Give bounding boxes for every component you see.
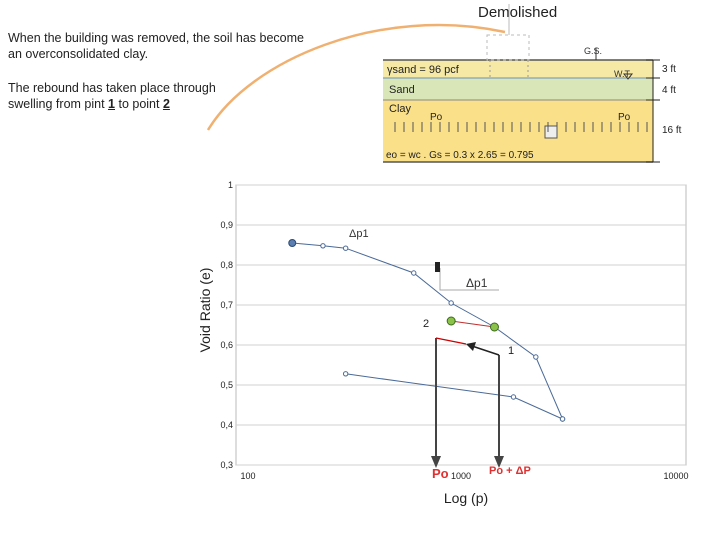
point-2-marker <box>446 316 456 326</box>
data-point <box>559 416 566 422</box>
po-left-label: Po <box>430 112 443 123</box>
note-line-3: The rebound has taken place through <box>8 81 216 95</box>
point-1-marker <box>489 322 499 332</box>
dim-3ft: 3 ft <box>662 64 676 75</box>
dim-16ft: 16 ft <box>662 125 682 136</box>
gs-label: G.S. <box>584 46 602 56</box>
x-tick-1000: 1000 <box>451 471 471 481</box>
data-point <box>342 371 349 377</box>
po-axis-label: Po <box>432 466 449 481</box>
x-axis-label: Log (p) <box>444 490 488 506</box>
start-point-marker <box>288 239 297 247</box>
gamma-sand-label: γsand = 96 pcf <box>387 64 460 76</box>
sand-upper-layer <box>383 60 653 78</box>
y-tick-label: 0,9 <box>220 220 233 230</box>
dp-upper-label: Δp1 <box>349 228 369 240</box>
po-plus-dp-label: Po + ΔP <box>489 465 531 477</box>
data-point <box>533 354 539 360</box>
x-tick-10000: 10000 <box>663 471 688 481</box>
data-point <box>342 245 349 251</box>
note-line-4-mid: to point <box>115 97 163 111</box>
data-point <box>510 394 517 400</box>
y-tick-label: 0,6 <box>220 340 233 350</box>
sand-lower-layer <box>383 78 653 100</box>
chart: 1 0,9 0,8 0,7 0,6 0,5 0,4 0,3 Void Ratio (e) 10… <box>197 180 689 506</box>
swelling-segment <box>435 337 467 345</box>
y-tick-label: 0,7 <box>220 300 233 310</box>
eo-formula: eo = wc . Gs = 0.3 x 2.65 = 0.795 <box>386 150 534 161</box>
data-series <box>288 239 566 422</box>
note-line-4: swelling from pint 1 to point 2 <box>8 96 216 112</box>
note-overconsolidated: When the building was removed, the soil … <box>8 30 304 62</box>
rebound-arrow-line <box>471 345 500 356</box>
soil-profile: G.S. W.T. γsand = 96 pcf Sand Clay Po Po… <box>383 4 682 163</box>
point-1-label: 1 <box>508 345 514 357</box>
yield-marker <box>435 262 440 272</box>
data-point <box>320 243 326 249</box>
y-tick-label: 1 <box>228 180 233 190</box>
water-table-triangle-icon <box>622 73 634 80</box>
wt-label: W.T. <box>614 69 632 79</box>
clay-label: Clay <box>389 103 412 115</box>
note-line-1: When the building was removed, the soil … <box>8 31 304 45</box>
clay-layer <box>383 100 653 162</box>
y-axis-label: Void Ratio (e) <box>197 268 213 353</box>
data-point <box>448 300 454 306</box>
note-point-a: 1 <box>108 97 115 111</box>
series-line <box>345 373 563 420</box>
rebound-arrow-icon <box>466 342 476 351</box>
po-plus-arrow-icon <box>494 456 504 468</box>
demolished-building-icon <box>486 34 530 61</box>
note-line-4-pre: swelling from pint <box>8 97 109 111</box>
sample-element-icon <box>544 125 558 139</box>
x-tick-100: 100 <box>240 471 255 481</box>
sand-label: Sand <box>389 84 415 96</box>
note-point-b: 2 <box>162 97 170 111</box>
y-tick-label: 0,8 <box>220 260 233 270</box>
clay-hatching <box>394 122 648 132</box>
chart-frame <box>235 184 687 466</box>
y-tick-labels: 1 0,9 0,8 0,7 0,6 0,5 0,4 0,3 <box>220 180 233 470</box>
series-line <box>292 242 564 420</box>
dim-4ft: 4 ft <box>662 85 676 96</box>
point-2-label: 2 <box>423 318 429 330</box>
dp-bracket <box>439 268 499 291</box>
y-tick-label: 0,4 <box>220 420 233 430</box>
y-gridlines <box>236 184 686 466</box>
title-demolished: Demolished <box>478 4 558 21</box>
series-line <box>451 320 495 328</box>
y-tick-label: 0,3 <box>220 460 233 470</box>
po-arrow-icon <box>431 456 441 468</box>
y-tick-label: 0,5 <box>220 380 233 390</box>
dp-lower-label: Δp1 <box>466 276 488 290</box>
note-line-2: an overconsolidated clay. <box>8 47 149 61</box>
po-right-label: Po <box>618 112 631 123</box>
data-point <box>411 270 417 276</box>
curved-arrow <box>206 23 506 131</box>
note-rebound: The rebound has taken place through swel… <box>8 80 216 112</box>
